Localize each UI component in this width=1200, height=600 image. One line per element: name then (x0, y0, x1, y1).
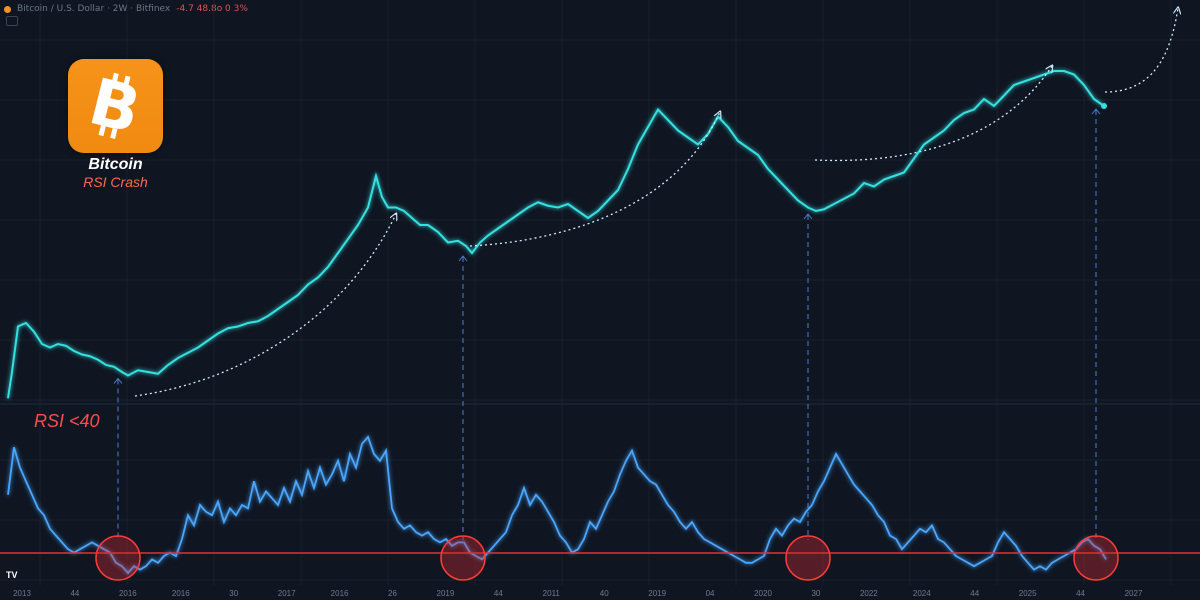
crash-chevron (803, 213, 813, 220)
crash-chevron (458, 255, 468, 262)
x-tick-label: 44 (970, 589, 980, 598)
x-tick-label: 40 (599, 589, 609, 598)
bitcoin-dot-icon (4, 5, 11, 13)
header-change: -4.7 48.8o 0 3% (176, 4, 248, 14)
crash-chevron (113, 377, 123, 384)
x-tick-label: 2011 (542, 589, 560, 598)
x-tick-label: 2025 (1018, 589, 1037, 598)
chart-subtitle: RSI Crash (83, 174, 148, 190)
x-tick-label: 2027 (1124, 589, 1143, 598)
collapse-toggle-icon[interactable] (6, 16, 18, 26)
chart-header: Bitcoin / U.S. Dollar · 2W · Bitfinex -4… (4, 2, 248, 16)
rsi-crash-circle (1073, 535, 1119, 581)
x-tick-label: 44 (493, 589, 503, 598)
x-tick-label: 2020 (754, 589, 772, 598)
x-tick-label: 2019 (648, 589, 667, 598)
x-tick-label: 2016 (171, 589, 190, 598)
tradingview-logo: TV (6, 570, 18, 580)
recovery-arrow (1104, 8, 1178, 93)
rsi-crash-circle (785, 535, 831, 581)
bitcoin-icon: B (68, 59, 163, 153)
x-tick-label: 2019 (436, 589, 455, 598)
x-tick-label: 30 (229, 589, 239, 598)
crash-chevron (1091, 108, 1101, 115)
x-tick-label: 2017 (277, 589, 296, 598)
x-tick-label: 2016 (330, 589, 349, 598)
x-tick-label: 2016 (118, 589, 137, 598)
recovery-arrow (469, 112, 720, 247)
x-tick-label: 2022 (859, 589, 878, 598)
x-tick-label: 44 (70, 589, 80, 598)
x-tick-label: 04 (705, 589, 715, 598)
x-tick-label: 2013 (13, 589, 31, 598)
price-line (7, 70, 1105, 399)
recovery-arrow (814, 66, 1052, 162)
rsi-line (7, 435, 1107, 575)
rsi-crash-circle (440, 535, 486, 581)
price-last-point (1101, 103, 1107, 109)
recovery-arrow (134, 214, 396, 397)
x-tick-label: 26 (388, 589, 397, 598)
x-tick-label: 2024 (912, 589, 931, 598)
rsi-crash-circle (95, 535, 141, 581)
brand-name: Bitcoin (88, 156, 143, 173)
header-pair: Bitcoin / U.S. Dollar · 2W · Bitfinex (17, 4, 171, 14)
x-tick-label: 30 (811, 589, 821, 598)
rsi-threshold-label: RSI <40 (34, 411, 100, 431)
x-tick-label: 44 (1076, 589, 1086, 598)
